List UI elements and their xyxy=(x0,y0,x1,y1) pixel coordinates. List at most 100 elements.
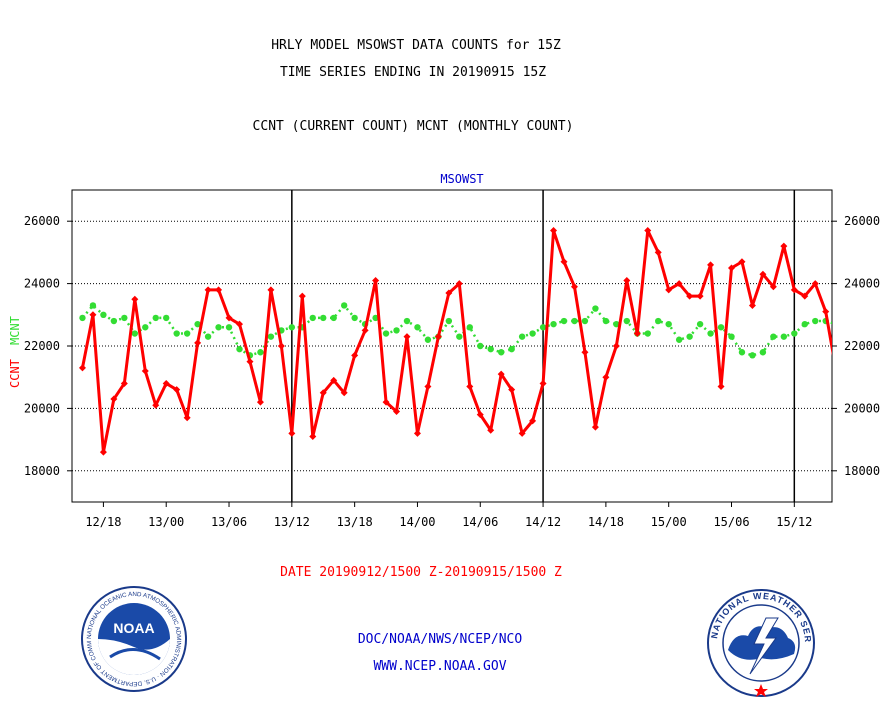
series-layer xyxy=(78,227,832,456)
ccnt-point xyxy=(769,283,777,291)
ccnt-point xyxy=(518,429,526,437)
ccnt-point xyxy=(665,286,673,294)
y-tick-label-left: 22000 xyxy=(24,339,60,353)
mcnt-point xyxy=(791,330,798,337)
noaa-logo-icon[interactable]: NOAA NATIONAL OCEANIC AND ATMOSPHERIC AD… xyxy=(80,585,188,693)
mcnt-point xyxy=(508,345,515,353)
ccnt-point xyxy=(623,276,631,284)
mcnt-point xyxy=(665,320,672,328)
ccnt-point xyxy=(235,320,243,328)
mcnt-point xyxy=(414,324,421,331)
ccnt-point xyxy=(277,342,285,350)
mcnt-point xyxy=(801,320,808,328)
ccnt-point xyxy=(696,292,704,300)
mcnt-point xyxy=(770,333,777,340)
mcnt-point xyxy=(121,314,128,322)
y-tick-label-left: 20000 xyxy=(24,401,60,415)
chart-title: MSOWST xyxy=(440,172,483,186)
ccnt-point xyxy=(351,351,359,359)
ccnt-point xyxy=(748,301,756,309)
mcnt-point xyxy=(560,317,568,325)
x-tick-label: 13/06 xyxy=(211,515,247,529)
ccnt-point xyxy=(89,311,97,319)
ccnt-point xyxy=(738,258,746,266)
ccnt-point xyxy=(403,333,411,341)
mcnt-point xyxy=(592,305,599,312)
ccnt-point xyxy=(78,364,86,372)
ccnt-point xyxy=(162,379,170,387)
ccnt-point xyxy=(591,423,599,431)
y-axis-label-ccnt: CCNT xyxy=(8,359,22,388)
mcnt-point xyxy=(675,336,683,343)
mcnt-point xyxy=(215,324,222,331)
mcnt-point xyxy=(780,333,788,340)
mcnt-point xyxy=(529,330,536,337)
mcnt-point xyxy=(320,314,327,322)
org-link[interactable]: DOC/NOAA/NWS/NCEP/NCO xyxy=(357,632,523,647)
ccnt-point xyxy=(822,308,830,316)
line-chart: 18000 18000 20000 20000 22000 22000 24000 24000… xyxy=(8,172,880,529)
ccnt-point xyxy=(654,248,662,256)
y-tick-label-right: 20000 xyxy=(844,401,880,415)
nws-logo-icon[interactable]: NATIONAL WEATHER SERVICE xyxy=(706,588,816,698)
ccnt-point xyxy=(256,398,264,406)
mcnt-point xyxy=(204,333,212,340)
ccnt-point xyxy=(550,227,558,235)
mcnt-point xyxy=(644,330,651,337)
ccnt-point xyxy=(99,448,107,456)
mcnt-point xyxy=(728,333,735,340)
ccnt-point xyxy=(309,432,317,440)
x-tick-label: 14/00 xyxy=(399,515,435,529)
y-axis-label-mcnt: MCNT xyxy=(8,316,22,345)
ccnt-point xyxy=(204,286,212,294)
ccnt-point xyxy=(445,289,453,297)
x-tick-label: 13/12 xyxy=(274,515,310,529)
ccnt-point xyxy=(194,339,202,347)
ccnt-point xyxy=(728,264,736,272)
x-tick-label: 15/06 xyxy=(713,515,749,529)
ccnt-point xyxy=(424,383,432,391)
mcnt-point xyxy=(382,330,390,337)
ccnt-point xyxy=(675,280,683,288)
mcnt-point xyxy=(539,324,547,331)
ccnt-point xyxy=(717,383,725,391)
y-tick-label-right: 18000 xyxy=(844,464,880,478)
mcnt-point xyxy=(581,317,589,325)
website-link[interactable]: WWW.NCEP.NOAA.GOV xyxy=(373,659,507,674)
x-tick-label: 14/06 xyxy=(462,515,498,529)
ccnt-point xyxy=(581,348,589,356)
ccnt-point xyxy=(801,292,809,300)
mcnt-point xyxy=(749,352,756,359)
ccnt-point xyxy=(246,358,254,366)
mcnt-point xyxy=(110,317,118,325)
mcnt-point xyxy=(759,349,767,356)
ccnt-point xyxy=(487,426,495,434)
ccnt-point xyxy=(110,395,118,403)
x-tick-label: 13/00 xyxy=(148,515,184,529)
mcnt-point xyxy=(487,345,494,353)
title-line-2: TIME SERIES ENDING IN 20190915 15Z xyxy=(279,65,547,80)
ccnt-point xyxy=(570,283,578,291)
mcnt-point xyxy=(686,333,693,340)
mcnt-point xyxy=(183,330,191,337)
mcnt-point xyxy=(613,320,620,328)
ccnt-point xyxy=(173,386,181,394)
mcnt-point xyxy=(225,324,233,331)
ccnt-point xyxy=(560,258,568,266)
mcnt-point xyxy=(655,317,662,325)
x-tick-label: 14/18 xyxy=(588,515,624,529)
ccnt-point xyxy=(633,330,641,338)
x-tick-label: 14/12 xyxy=(525,515,561,529)
ccnt-point xyxy=(455,280,463,288)
x-tick-label: 13/18 xyxy=(337,515,373,529)
y-tick-label-left: 24000 xyxy=(24,277,60,291)
mcnt-point xyxy=(142,324,149,331)
ccnt-point xyxy=(288,429,296,437)
ccnt-point xyxy=(131,295,139,303)
ccnt-point xyxy=(393,408,401,416)
mcnt-point xyxy=(236,345,243,353)
mcnt-point xyxy=(131,330,139,337)
ccnt-point xyxy=(790,286,798,294)
mcnt-point xyxy=(340,302,348,309)
mcnt-point xyxy=(550,320,557,328)
